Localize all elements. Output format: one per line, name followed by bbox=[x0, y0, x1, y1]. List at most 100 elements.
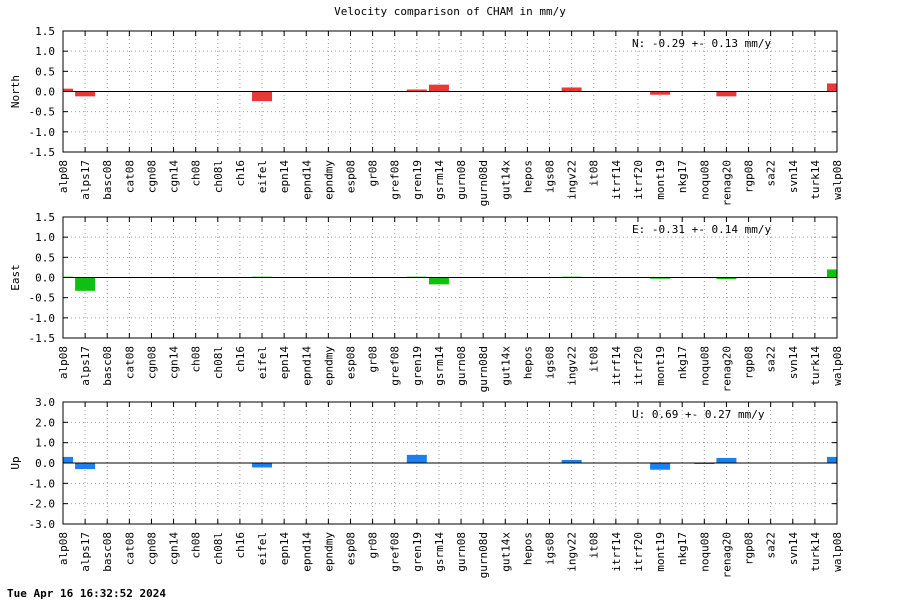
bar-ingv22 bbox=[561, 459, 582, 463]
x-tick-label-gref08: gref08 bbox=[389, 346, 402, 386]
bar-alp08 bbox=[63, 88, 73, 92]
y-tick-label: 0.0 bbox=[35, 272, 55, 285]
x-tick-label-gurn08: gurn08 bbox=[455, 532, 468, 572]
x-tick-label-it08: it08 bbox=[588, 346, 601, 373]
y-axis-label: Up bbox=[9, 456, 22, 469]
x-tick-label-gurn08d: gurn08d bbox=[477, 160, 490, 206]
x-tick-label-epn14: epn14 bbox=[278, 160, 291, 193]
x-tick-label-cgn14: cgn14 bbox=[168, 346, 181, 379]
x-tick-label-cat08: cat08 bbox=[123, 532, 136, 565]
x-tick-label-ingv22: ingv22 bbox=[566, 532, 579, 572]
x-tick-label-igs08: igs08 bbox=[544, 532, 557, 565]
y-axis-label: North bbox=[9, 75, 22, 108]
timestamp: Tue Apr 16 16:32:52 2024 bbox=[7, 587, 166, 600]
x-tick-label-nkg17: nkg17 bbox=[676, 160, 689, 193]
x-tick-label-walp08: walp08 bbox=[831, 532, 844, 572]
y-tick-label: 1.0 bbox=[35, 45, 55, 58]
x-tick-label-noqu08: noqu08 bbox=[698, 532, 711, 572]
y-tick-label: -3.0 bbox=[29, 518, 56, 531]
x-tick-label-alp08: alp08 bbox=[57, 346, 70, 379]
x-tick-label-gurn08d: gurn08d bbox=[477, 346, 490, 392]
x-tick-label-svn14: svn14 bbox=[787, 532, 800, 565]
x-tick-label-igs08: igs08 bbox=[544, 160, 557, 193]
x-tick-label-mont19: mont19 bbox=[654, 160, 667, 200]
bar-mont19 bbox=[650, 463, 671, 470]
x-tick-label-esp08: esp08 bbox=[344, 532, 357, 565]
x-tick-label-walp08: walp08 bbox=[831, 346, 844, 386]
x-tick-label-alp08: alp08 bbox=[57, 532, 70, 565]
x-tick-label-ch08: ch08 bbox=[190, 346, 203, 373]
bar-gren19 bbox=[406, 89, 427, 92]
bar-alp08 bbox=[63, 456, 73, 463]
x-tick-label-ch08l: ch08l bbox=[212, 346, 225, 379]
x-tick-label-basc08: basc08 bbox=[101, 346, 114, 386]
bar-renag20 bbox=[716, 277, 737, 280]
x-tick-label-gren19: gren19 bbox=[411, 160, 424, 200]
x-tick-label-alps17: alps17 bbox=[79, 532, 92, 572]
y-tick-label: 0.0 bbox=[35, 86, 55, 99]
x-tick-label-walp08: walp08 bbox=[831, 160, 844, 200]
x-tick-label-gurn08: gurn08 bbox=[455, 160, 468, 200]
bar-walp08 bbox=[827, 456, 837, 463]
bar-gsrm14 bbox=[428, 277, 449, 285]
x-tick-label-gr08: gr08 bbox=[367, 346, 380, 373]
x-tick-label-epndmy: epndmy bbox=[322, 160, 335, 200]
x-tick-label-eifel: eifel bbox=[256, 346, 269, 379]
x-tick-label-mont19: mont19 bbox=[654, 346, 667, 386]
x-tick-label-sa22: sa22 bbox=[765, 532, 778, 559]
x-tick-label-ch08l: ch08l bbox=[212, 532, 225, 565]
x-tick-label-rgp08: rgp08 bbox=[743, 346, 756, 379]
bar-noqu08 bbox=[694, 463, 715, 465]
bar-mont19 bbox=[650, 91, 671, 95]
x-tick-label-gr08: gr08 bbox=[367, 160, 380, 187]
x-tick-label-cgn14: cgn14 bbox=[168, 532, 181, 565]
x-tick-label-basc08: basc08 bbox=[101, 160, 114, 200]
x-tick-label-itrf14: itrf14 bbox=[610, 532, 623, 572]
x-tick-label-gut14x: gut14x bbox=[499, 346, 512, 386]
bar-renag20 bbox=[716, 457, 737, 463]
x-tick-label-epnd14: epnd14 bbox=[300, 532, 313, 572]
y-tick-label: -1.0 bbox=[29, 477, 56, 490]
x-tick-label-turk14: turk14 bbox=[809, 160, 822, 200]
x-tick-label-gsrm14: gsrm14 bbox=[433, 346, 446, 386]
bar-eifel bbox=[252, 91, 273, 102]
x-tick-label-alps17: alps17 bbox=[79, 346, 92, 386]
x-tick-label-gsrm14: gsrm14 bbox=[433, 532, 446, 572]
x-tick-label-ch08l: ch08l bbox=[212, 160, 225, 193]
stats-annotation: U: 0.69 +- 0.27 mm/y bbox=[632, 408, 765, 421]
x-tick-label-hepos: hepos bbox=[521, 160, 534, 193]
x-tick-label-basc08: basc08 bbox=[101, 532, 114, 572]
x-tick-label-epndmy: epndmy bbox=[322, 346, 335, 386]
y-tick-label: -1.0 bbox=[29, 312, 56, 325]
x-tick-label-epnd14: epnd14 bbox=[300, 160, 313, 200]
y-tick-label: -0.5 bbox=[29, 106, 56, 119]
x-tick-label-esp08: esp08 bbox=[344, 160, 357, 193]
x-tick-label-eifel: eifel bbox=[256, 532, 269, 565]
x-tick-label-rgp08: rgp08 bbox=[743, 532, 756, 565]
y-tick-label: -1.5 bbox=[29, 332, 56, 345]
x-tick-label-cgn14: cgn14 bbox=[168, 160, 181, 193]
x-tick-label-sa22: sa22 bbox=[765, 346, 778, 373]
x-tick-label-mont19: mont19 bbox=[654, 532, 667, 572]
stats-annotation: N: -0.29 +- 0.13 mm/y bbox=[632, 37, 771, 50]
x-tick-label-gut14x: gut14x bbox=[499, 160, 512, 200]
x-tick-label-itrf14: itrf14 bbox=[610, 160, 623, 200]
x-tick-label-svn14: svn14 bbox=[787, 346, 800, 379]
y-tick-label: -0.5 bbox=[29, 292, 56, 305]
x-tick-label-nkg17: nkg17 bbox=[676, 532, 689, 565]
bar-walp08 bbox=[827, 83, 837, 92]
x-tick-label-nkg17: nkg17 bbox=[676, 346, 689, 379]
x-tick-label-renag20: renag20 bbox=[720, 346, 733, 392]
x-tick-label-epnd14: epnd14 bbox=[300, 346, 313, 386]
x-tick-label-rgp08: rgp08 bbox=[743, 160, 756, 193]
x-tick-label-turk14: turk14 bbox=[809, 346, 822, 386]
x-tick-label-epn14: epn14 bbox=[278, 346, 291, 379]
x-tick-label-ch16: ch16 bbox=[234, 346, 247, 373]
x-tick-label-gurn08d: gurn08d bbox=[477, 532, 490, 578]
x-tick-label-gren19: gren19 bbox=[411, 346, 424, 386]
x-tick-label-cat08: cat08 bbox=[123, 346, 136, 379]
bar-ingv22 bbox=[561, 87, 582, 92]
x-tick-label-ch08: ch08 bbox=[190, 160, 203, 187]
x-tick-label-ch16: ch16 bbox=[234, 160, 247, 187]
x-tick-label-esp08: esp08 bbox=[344, 346, 357, 379]
